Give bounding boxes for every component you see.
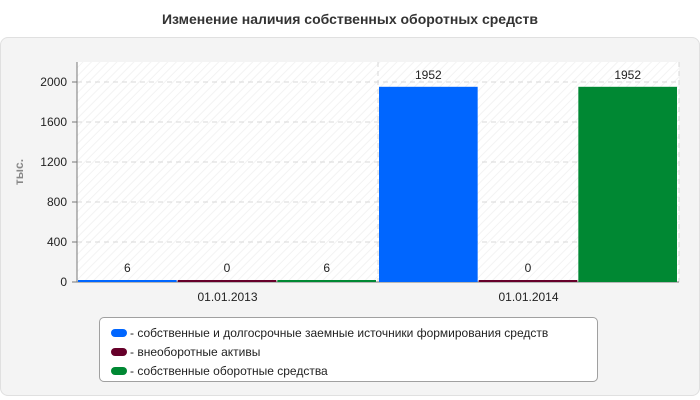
- y-tick-label-0: 0: [60, 275, 67, 289]
- legend-swatch-2: [111, 366, 127, 375]
- data-label-0-1: 0: [224, 261, 231, 275]
- y-axis-title: тыс.: [12, 159, 26, 185]
- legend-item-0: - собственные и долгосрочные заемные ист…: [100, 323, 597, 342]
- bar-0-0: [78, 280, 177, 282]
- bar-1-0: [379, 86, 478, 282]
- bar-1-2: [578, 86, 677, 282]
- y-tick-label-2: 800: [47, 195, 67, 209]
- data-label-1-2: 1952: [614, 68, 641, 82]
- legend-swatch-0: [111, 328, 127, 337]
- legend-swatch-1: [111, 347, 127, 356]
- legend-label-0: - собственные и долгосрочные заемные ист…: [130, 325, 549, 340]
- legend-label-1: - внеоборотные активы: [130, 344, 261, 359]
- data-label-1-1: 0: [525, 261, 532, 275]
- legend-item-1: - внеоборотные активы: [100, 342, 597, 361]
- x-tick-label-0: 01.01.2013: [197, 290, 257, 304]
- y-tick-label-5: 2000: [40, 75, 67, 89]
- y-tick-label-1: 400: [47, 235, 67, 249]
- y-tick-label-4: 1600: [40, 115, 67, 129]
- data-label-1-0: 1952: [415, 68, 442, 82]
- x-tick-label-1: 01.01.2014: [498, 290, 558, 304]
- legend-item-2: - собственные оборотные средства: [100, 361, 597, 380]
- data-label-0-2: 6: [323, 261, 330, 275]
- bar-0-2: [277, 280, 376, 282]
- legend-label-2: - собственные оборотные средства: [130, 363, 328, 378]
- y-tick-label-3: 1200: [40, 155, 67, 169]
- data-label-0-0: 6: [124, 261, 131, 275]
- chart-legend: - собственные и долгосрочные заемные ист…: [99, 317, 598, 382]
- chart-title: Изменение наличия собственных оборотных …: [161, 11, 539, 27]
- bar-0-1: [177, 280, 277, 282]
- bar-1-1: [478, 280, 578, 282]
